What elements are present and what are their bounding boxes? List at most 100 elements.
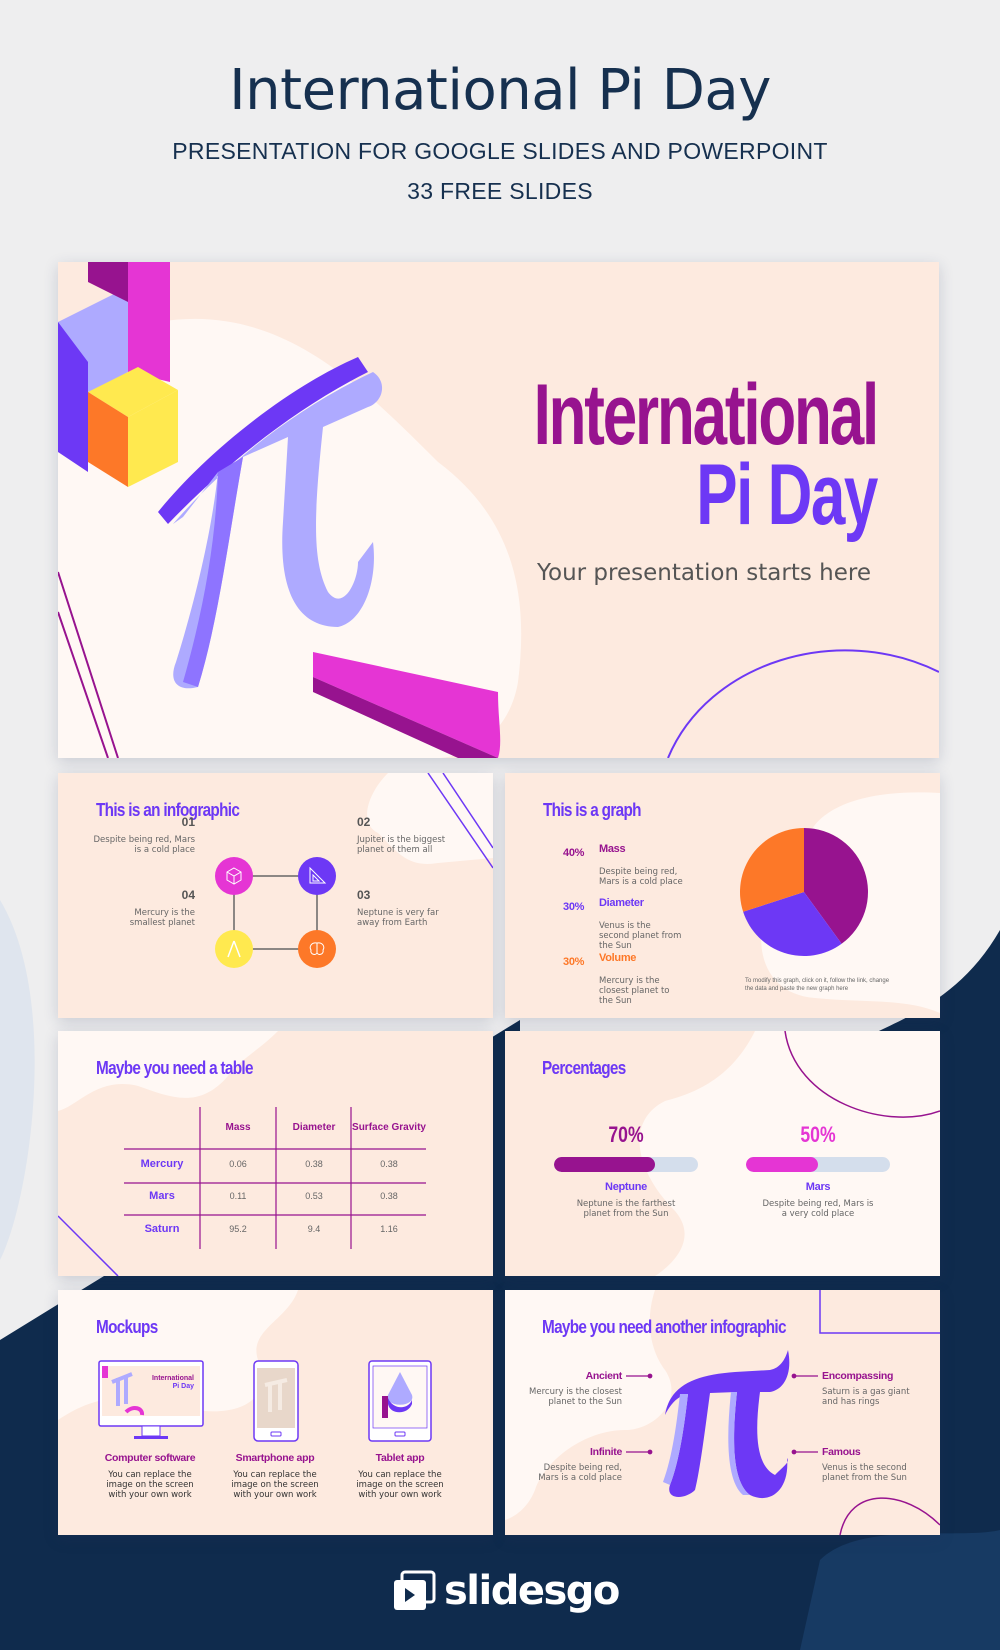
cubes-icon	[58, 262, 178, 487]
infographic2-slide[interactable]: Maybe you need another infographic Ancie…	[505, 1290, 940, 1535]
mini-title: International Pi Day	[151, 1375, 194, 1390]
table-cell: 0.53	[305, 1191, 323, 1201]
percentage-desc: Neptune is the farthest planet from the …	[576, 1199, 676, 1219]
slide-decor	[58, 1031, 426, 1276]
table-cell: 0.38	[380, 1191, 398, 1201]
tablet-mockup	[368, 1360, 432, 1442]
infographic-item-04: 04 Mercury is the smallest planet	[129, 888, 195, 928]
smartphone-mockup	[253, 1360, 299, 1442]
decor-lines	[58, 571, 119, 758]
slide-decor	[505, 1290, 940, 1535]
slide-title: This is a graph	[543, 800, 641, 820]
infographic2-item: Famous Venus is the second planet from t…	[822, 1446, 907, 1483]
brain-icon	[298, 930, 336, 968]
pie-slice-mass[interactable]	[804, 828, 868, 944]
legend-label: Diameter	[599, 897, 644, 909]
legend-desc: Despite being red, Mars is a cold place	[599, 867, 683, 887]
mockup-desc: You can replace the image on the screen …	[231, 1470, 319, 1500]
table-cell: 1.16	[380, 1224, 398, 1234]
legend-pct: 30%	[563, 956, 585, 968]
legend-desc: Mercury is the closest planet to the Sun	[599, 976, 670, 1006]
graph-legend-item: 30% Volume Mercury is the closest planet…	[563, 952, 683, 1006]
table-slide[interactable]: Maybe you need a table Mass Diameter Sur…	[58, 1031, 493, 1276]
legend-desc: Venus is the second planet from the Sun	[599, 921, 682, 951]
table-row-label: Mars	[149, 1190, 175, 1202]
progress-bar	[554, 1157, 698, 1172]
slide-title: Percentages	[542, 1058, 626, 1078]
pi-symbol-icon	[158, 357, 383, 689]
connector-lines	[626, 1373, 818, 1455]
table-row-label: Saturn	[144, 1223, 180, 1235]
percentage-label: Neptune	[605, 1181, 647, 1193]
mockup-label: Tablet app	[375, 1452, 425, 1464]
infographic-item-02: 02 Jupiter is the biggest planet of them …	[357, 815, 446, 855]
hero-slide[interactable]: International Pi Day Your presentation s…	[58, 262, 939, 758]
table-cell: 0.11	[229, 1191, 247, 1201]
pie-chart[interactable]	[739, 827, 869, 957]
progress-fill	[554, 1157, 655, 1172]
hero-title-line1: International	[533, 367, 880, 463]
connector-lines	[233, 875, 318, 950]
table-grid	[124, 1107, 426, 1249]
legend-label: Volume	[599, 952, 637, 964]
pie-slice-volume[interactable]	[740, 828, 804, 912]
infographic-item-03: 03 Neptune is very far away from Earth	[357, 888, 439, 928]
hero-subtitle: Your presentation starts here	[537, 560, 871, 586]
protractor-icon	[313, 652, 501, 758]
pie-slice-diameter[interactable]	[743, 892, 842, 956]
mockup-desc: You can replace the image on the screen …	[106, 1470, 194, 1500]
mockup-desc: You can replace the image on the screen …	[356, 1470, 444, 1500]
table-cell: 0.38	[305, 1159, 323, 1169]
table-header: Mass	[225, 1122, 251, 1133]
set-square-icon	[298, 857, 336, 895]
infographic2-item: Encompassing Saturn is a gas giant and h…	[822, 1370, 910, 1407]
graph-note: To modify this graph, click on it, follo…	[745, 978, 890, 992]
graph-slide[interactable]: This is a graph 40% Mass Despite being r…	[505, 773, 940, 1018]
infographic2-item: Ancient Mercury is the closest planet to…	[529, 1370, 622, 1407]
infographic2-item: Infinite Despite being red, Mars is a co…	[538, 1446, 622, 1483]
table-header: Surface Gravity	[352, 1122, 426, 1133]
table-cell: 0.06	[229, 1159, 247, 1169]
slide-title: Mockups	[96, 1317, 158, 1337]
table-cell: 95.2	[229, 1224, 247, 1234]
hero-title-line2: Pi Day	[696, 447, 878, 543]
brand-name: slidesgo	[444, 1568, 620, 1614]
infographic-item-01: 01 Despite being red, Mars is a cold plac…	[93, 815, 196, 855]
compass-icon	[215, 930, 253, 968]
legend-pct: 30%	[563, 901, 585, 913]
percentage-desc: Despite being red, Mars is a very cold p…	[762, 1199, 874, 1219]
percentage-value: 50%	[800, 1122, 836, 1147]
percentage-label: Mars	[805, 1181, 831, 1193]
mockup-label: Smartphone app	[235, 1452, 315, 1464]
infographic-slide[interactable]: This is an infographic 01 Despite being r…	[58, 773, 493, 1018]
page-title: International Pi Day	[229, 58, 771, 123]
table-cell: 9.4	[307, 1224, 321, 1234]
graph-legend-item: 30% Diameter Venus is the second planet …	[563, 897, 683, 951]
legend-pct: 40%	[563, 847, 585, 859]
table-header: Diameter	[292, 1122, 336, 1133]
percentage-value: 70%	[608, 1122, 644, 1147]
progress-fill	[746, 1157, 818, 1172]
slide-decor	[639, 1031, 940, 1276]
slide-title: Maybe you need another infographic	[542, 1317, 786, 1337]
decor-arc	[667, 649, 939, 758]
table-row-label: Mercury	[140, 1158, 184, 1170]
slide-count: 33 FREE SLIDES	[407, 178, 593, 204]
legend-label: Mass	[599, 843, 626, 855]
slidesgo-logo-icon	[394, 1570, 436, 1610]
slide-decor	[233, 773, 493, 950]
hero-illustration	[58, 262, 939, 758]
slide-title: Maybe you need a table	[96, 1058, 253, 1078]
graph-legend-item: 40% Mass Despite being red, Mars is a co…	[563, 843, 683, 887]
percentages-slide[interactable]: Percentages 70% Neptune Neptune is the far…	[505, 1031, 940, 1276]
slide-title: This is an infographic	[96, 800, 240, 820]
page-subtitle: PRESENTATION FOR GOOGLE SLIDES AND POWER…	[172, 138, 828, 164]
pi-symbol-icon	[663, 1350, 790, 1499]
slidesgo-logo[interactable]: slidesgo	[392, 1568, 620, 1614]
cube-icon	[215, 857, 253, 895]
mockups-slide[interactable]: Mockups International Pi Day Computer sof…	[58, 1290, 493, 1535]
mockup-label: Computer software	[104, 1452, 196, 1464]
monitor-mockup	[98, 1360, 204, 1439]
table-cell: 0.38	[380, 1159, 398, 1169]
progress-bar	[746, 1157, 890, 1172]
